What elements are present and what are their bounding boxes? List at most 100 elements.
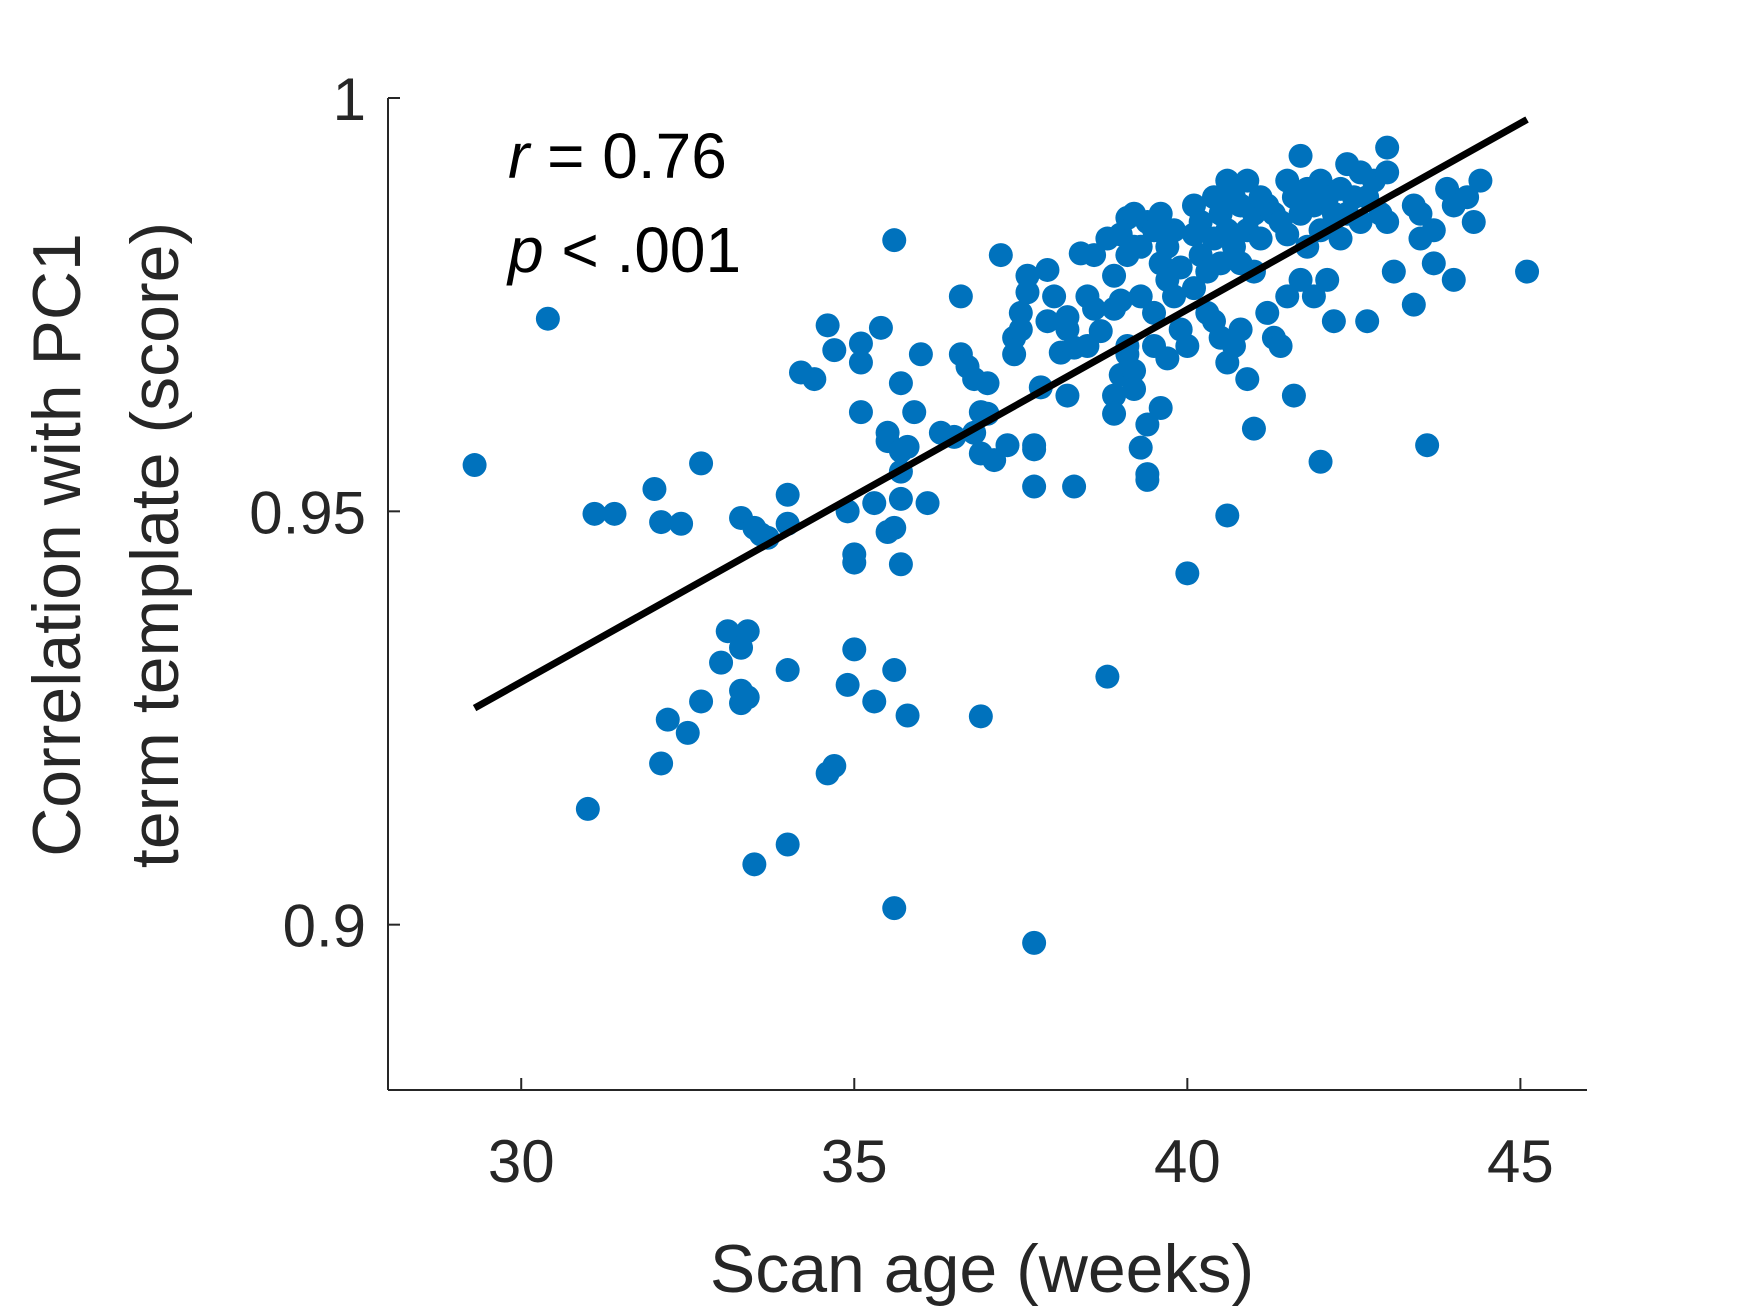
data-point xyxy=(1375,135,1400,160)
data-point xyxy=(1002,342,1027,367)
x-tick-label: 30 xyxy=(488,1128,555,1195)
data-point xyxy=(742,852,767,877)
data-point xyxy=(1355,309,1380,334)
data-point xyxy=(535,306,560,331)
data-point xyxy=(1055,383,1080,408)
data-point xyxy=(802,367,827,392)
data-point xyxy=(642,477,667,502)
data-point xyxy=(835,672,860,697)
data-point xyxy=(649,751,674,776)
data-point xyxy=(1142,300,1167,325)
data-point xyxy=(1461,210,1486,234)
data-point xyxy=(1155,346,1180,371)
y-axis-label-line-1: Correlation with PC1 xyxy=(19,233,95,857)
data-point xyxy=(862,689,887,714)
r-value: = 0.76 xyxy=(529,120,727,192)
data-point xyxy=(669,511,694,536)
data-point xyxy=(1421,218,1446,243)
data-point xyxy=(1022,930,1047,955)
data-point xyxy=(888,552,913,577)
data-point xyxy=(842,637,867,662)
data-point xyxy=(1128,284,1153,309)
data-point xyxy=(1108,288,1133,313)
data-point xyxy=(1415,433,1440,458)
data-point xyxy=(948,284,973,309)
data-point xyxy=(988,243,1013,268)
y-tick-label: 1 xyxy=(333,66,366,133)
data-point xyxy=(1308,449,1333,474)
data-point xyxy=(1181,276,1206,301)
data-point xyxy=(1175,334,1200,358)
x-ticks: 30 35 40 45 xyxy=(488,1078,1554,1195)
data-point xyxy=(915,491,940,516)
data-point xyxy=(1015,263,1040,288)
data-point xyxy=(1315,267,1340,292)
data-point xyxy=(1288,143,1313,168)
p-annotation: p < .001 xyxy=(506,214,741,286)
data-point xyxy=(848,350,873,375)
data-point xyxy=(675,720,700,745)
data-point xyxy=(1082,243,1107,268)
data-point xyxy=(1095,664,1120,689)
data-point xyxy=(1022,474,1047,499)
data-point xyxy=(1128,435,1153,460)
data-point xyxy=(1062,474,1087,499)
x-tick-label: 45 xyxy=(1487,1128,1554,1195)
data-point xyxy=(1148,396,1173,420)
data-point xyxy=(1275,284,1300,309)
data-point xyxy=(1248,226,1273,251)
data-point xyxy=(715,619,740,644)
data-point xyxy=(882,896,907,921)
data-point xyxy=(582,501,607,526)
data-point xyxy=(1215,503,1240,528)
data-point xyxy=(902,400,927,425)
data-point xyxy=(689,689,714,714)
data-point xyxy=(868,315,893,340)
y-ticks: 0.9 0.95 1 xyxy=(249,66,400,960)
data-point xyxy=(735,685,760,710)
data-point xyxy=(649,510,674,535)
data-point xyxy=(1135,467,1160,492)
data-point xyxy=(1088,319,1113,344)
data-point xyxy=(1102,401,1127,426)
data-point xyxy=(1148,201,1173,226)
data-point xyxy=(888,486,913,511)
data-point xyxy=(862,491,887,516)
x-axis-label: Scan age (weeks) xyxy=(710,1231,1254,1307)
data-point xyxy=(1035,309,1060,334)
data-point xyxy=(1015,280,1040,305)
p-value: < .001 xyxy=(544,214,742,286)
data-point xyxy=(1328,226,1353,251)
data-point xyxy=(882,515,907,540)
data-point xyxy=(1135,412,1160,437)
data-point xyxy=(1122,358,1147,383)
y-tick-label: 0.9 xyxy=(283,893,366,960)
data-point xyxy=(848,331,873,356)
data-point xyxy=(1421,251,1446,276)
data-point xyxy=(895,434,920,459)
data-point xyxy=(1082,296,1107,321)
data-point xyxy=(1441,267,1466,292)
regression-line xyxy=(472,116,1529,712)
data-point xyxy=(1042,284,1067,309)
data-point xyxy=(735,619,760,644)
data-point xyxy=(575,796,600,821)
x-tick-label: 35 xyxy=(821,1128,888,1195)
data-point xyxy=(1288,267,1313,292)
data-point xyxy=(908,342,933,367)
data-point xyxy=(775,658,800,683)
r-symbol: r xyxy=(508,120,532,192)
data-point xyxy=(1168,255,1193,280)
y-tick-label: 0.95 xyxy=(249,479,366,546)
data-point xyxy=(882,658,907,683)
data-point xyxy=(1515,259,1540,284)
data-point xyxy=(1022,437,1047,462)
data-point xyxy=(1268,334,1293,358)
y-axis-label-line-2: term template (score) xyxy=(117,222,193,868)
data-point xyxy=(602,501,627,526)
data-point xyxy=(1235,168,1260,193)
data-point xyxy=(1008,300,1033,325)
data-point xyxy=(1175,561,1200,586)
data-point xyxy=(1381,259,1406,284)
data-point xyxy=(1401,292,1426,317)
